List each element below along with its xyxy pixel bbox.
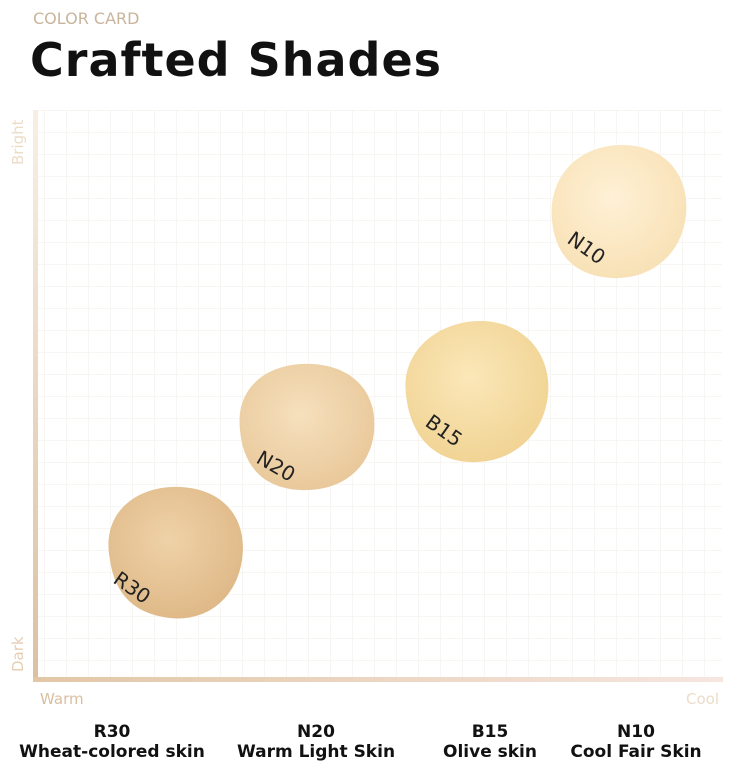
caption-code: B15: [472, 722, 509, 742]
axis-label: Dark: [9, 636, 27, 672]
x-axis: [33, 677, 723, 682]
caption-code: R30: [94, 722, 131, 742]
title: Crafted Shades: [30, 33, 442, 87]
caption-name: Warm Light Skin: [237, 742, 395, 762]
eyebrow: COLOR CARD: [33, 9, 139, 28]
caption-name: Cool Fair Skin: [570, 742, 701, 762]
caption-name: Olive skin: [443, 742, 537, 762]
swatch: N10: [551, 145, 687, 279]
caption-code: N20: [297, 722, 335, 742]
swatch: B15: [405, 320, 549, 463]
swatch: R30: [108, 486, 243, 619]
caption-name: Wheat-colored skin: [19, 742, 205, 762]
axis-label: Bright: [9, 119, 27, 165]
y-axis: [33, 110, 38, 682]
axis-label: Warm: [40, 690, 84, 708]
swatch: N20: [239, 363, 375, 491]
axis-label: Cool: [686, 690, 719, 708]
caption-code: N10: [617, 722, 655, 742]
